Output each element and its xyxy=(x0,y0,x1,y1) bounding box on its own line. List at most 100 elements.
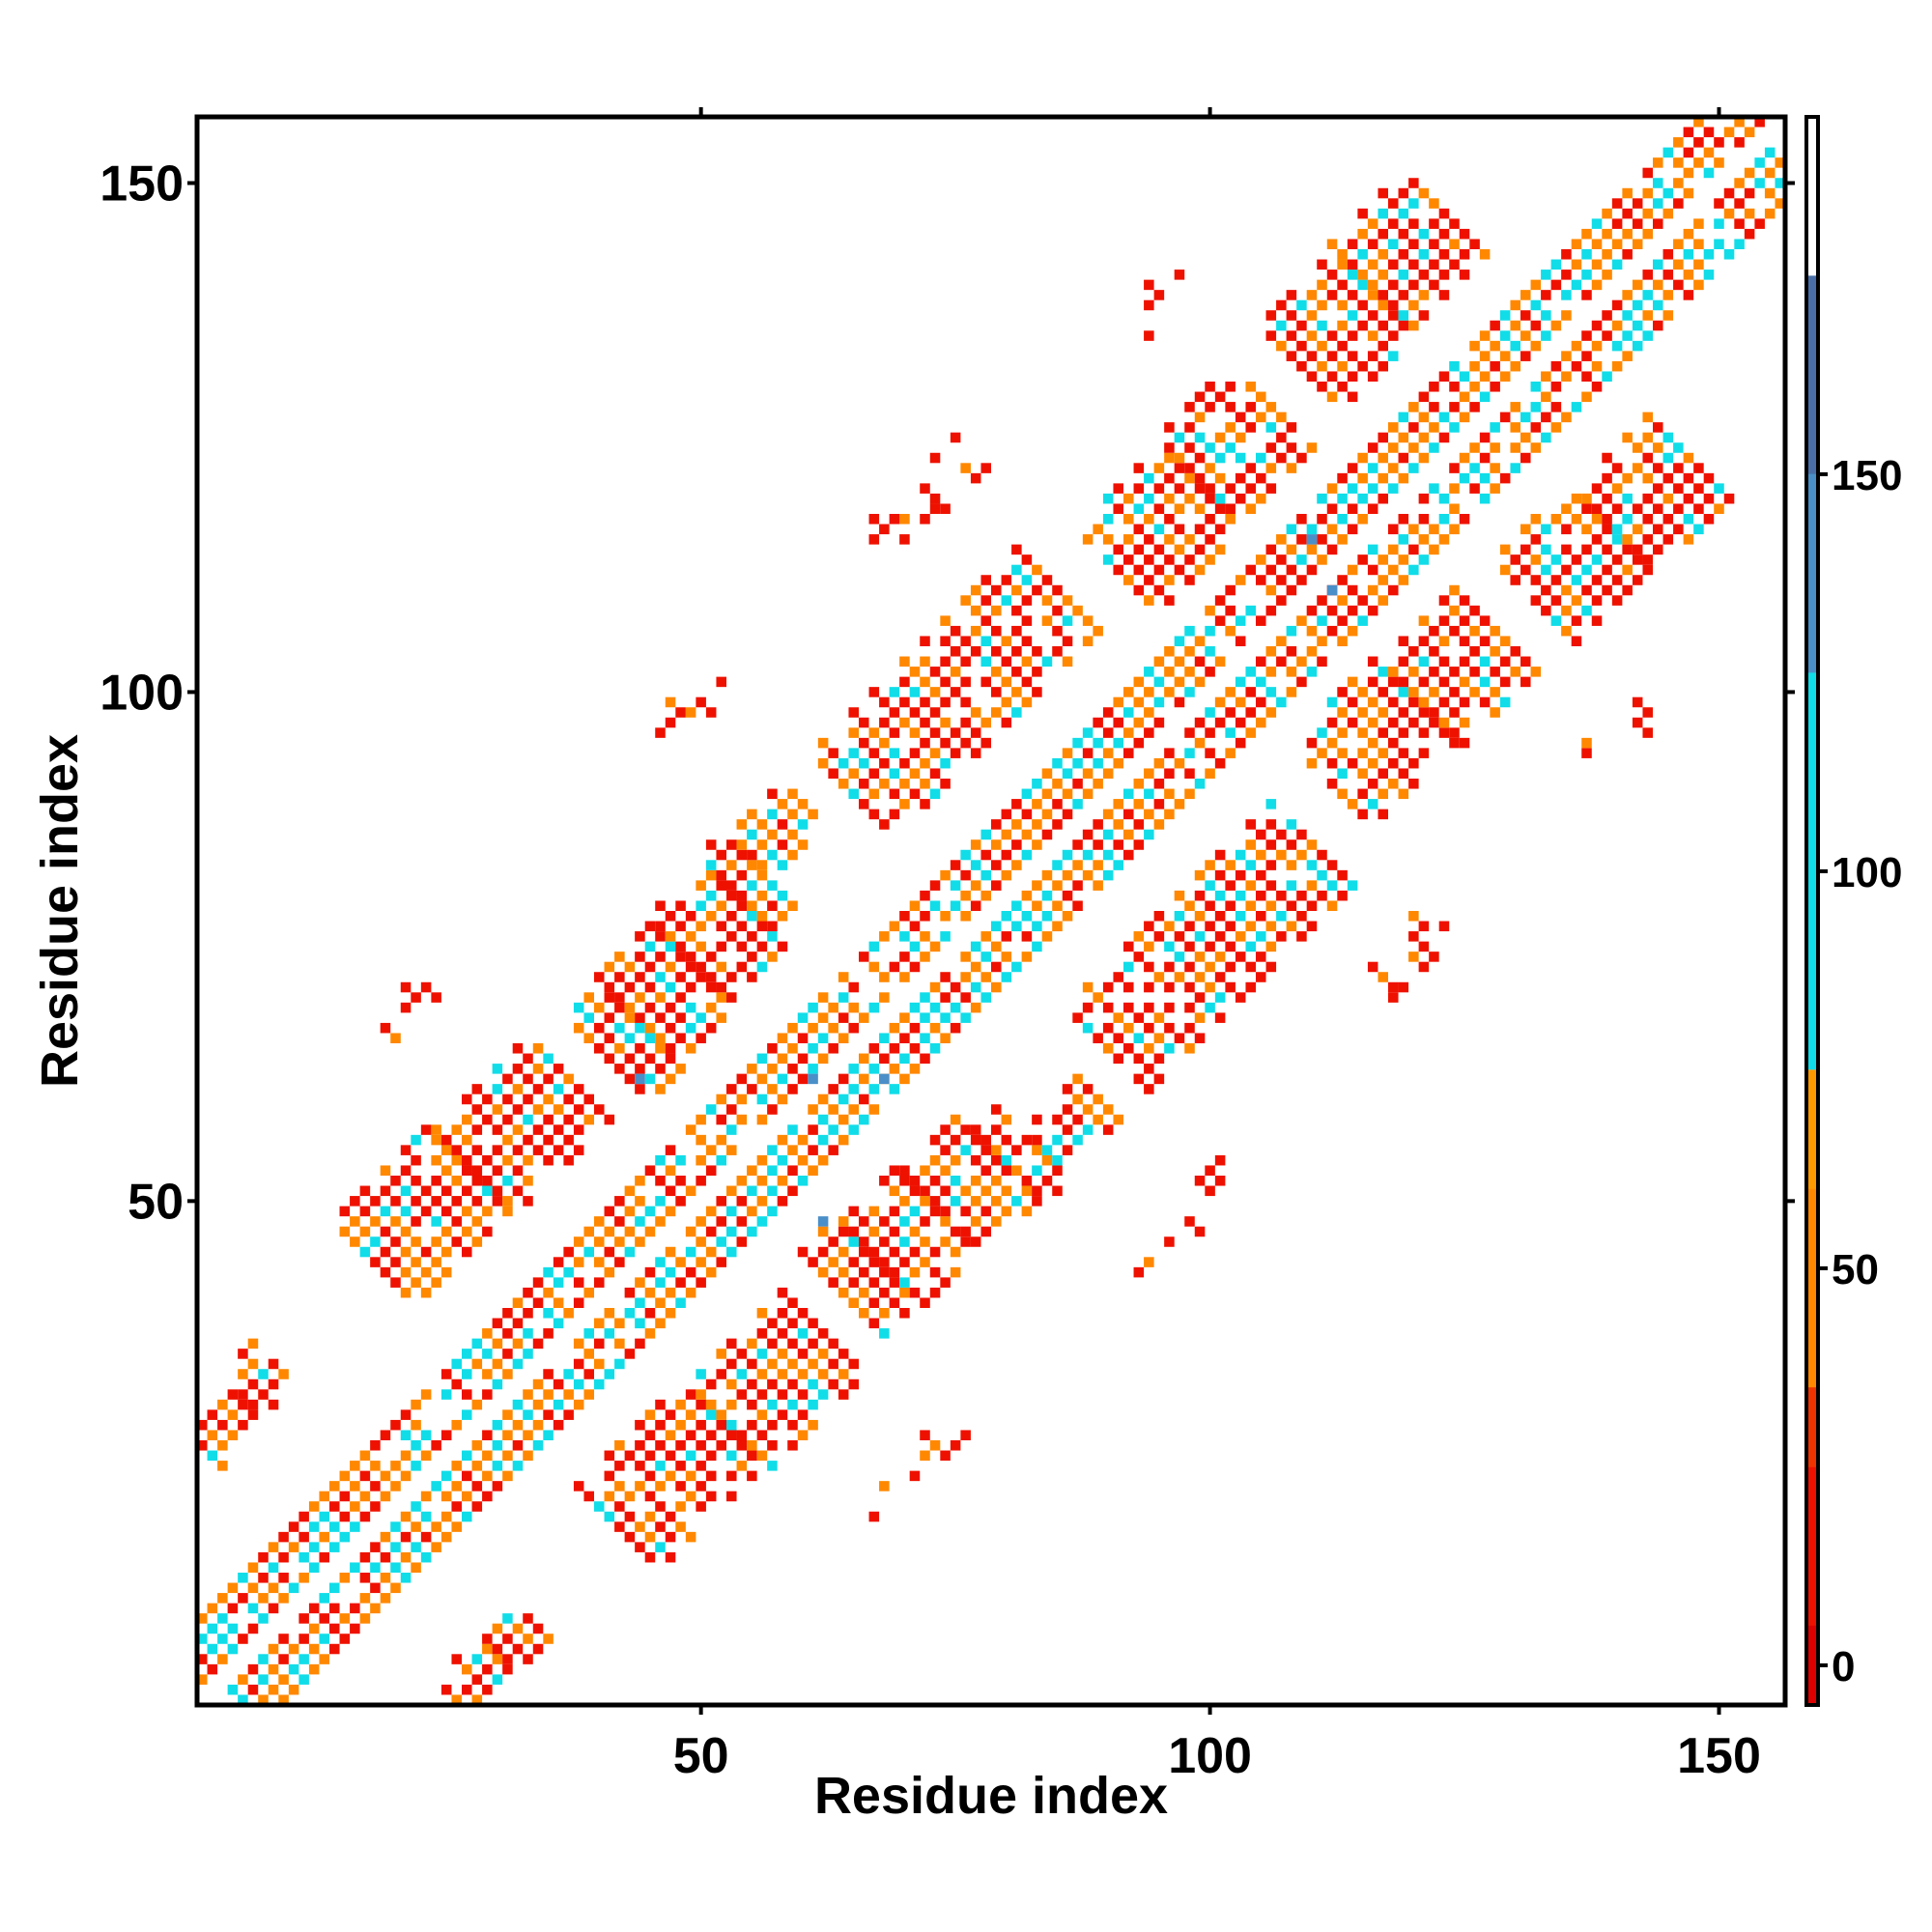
heatmap-cell xyxy=(879,1033,890,1043)
heatmap-cell xyxy=(1499,544,1511,555)
heatmap-cell xyxy=(1286,819,1297,830)
heatmap-cell xyxy=(400,1185,412,1197)
heatmap-cell xyxy=(431,1176,441,1186)
heatmap-cell xyxy=(747,1064,757,1074)
heatmap-cell xyxy=(756,1349,768,1359)
heatmap-cell xyxy=(848,768,859,779)
heatmap-cell xyxy=(1337,869,1348,881)
heatmap-cell xyxy=(828,748,838,758)
heatmap-cell xyxy=(1561,584,1572,596)
heatmap-cell xyxy=(817,1154,829,1166)
heatmap-cell xyxy=(1449,360,1460,372)
heatmap-cell xyxy=(1602,249,1612,260)
heatmap-cell xyxy=(817,1369,829,1379)
heatmap-cell xyxy=(1113,737,1123,749)
heatmap-cell xyxy=(492,1481,503,1492)
heatmap-cell xyxy=(1164,554,1175,565)
heatmap-cell xyxy=(573,1399,584,1410)
heatmap-cell xyxy=(1032,941,1042,952)
heatmap-cell xyxy=(1530,514,1542,525)
heatmap-cell xyxy=(594,1216,605,1227)
heatmap-cell xyxy=(1326,503,1338,514)
heatmap-cell xyxy=(960,1430,971,1440)
heatmap-cell xyxy=(1021,636,1033,646)
heatmap-cell xyxy=(1418,534,1430,545)
heatmap-cell xyxy=(247,1338,259,1350)
heatmap-cell xyxy=(868,1246,880,1258)
heatmap-cell xyxy=(848,748,859,758)
heatmap-cell xyxy=(543,1409,554,1420)
heatmap-cell xyxy=(1520,351,1531,361)
heatmap-cell xyxy=(1062,911,1073,922)
heatmap-cell xyxy=(604,1053,615,1065)
heatmap-cell xyxy=(838,1073,849,1085)
heatmap-cell xyxy=(1235,636,1246,646)
heatmap-cell xyxy=(1703,493,1715,504)
heatmap-cell xyxy=(726,1430,737,1440)
heatmap-cell xyxy=(1388,218,1399,229)
heatmap-cell xyxy=(756,1450,768,1462)
heatmap-cell xyxy=(1683,514,1694,525)
heatmap-cell xyxy=(370,1236,381,1247)
heatmap-cell xyxy=(838,1226,849,1237)
heatmap-cell xyxy=(696,1012,706,1023)
heatmap-cell xyxy=(1367,757,1378,769)
heatmap-cell xyxy=(471,1196,483,1207)
heatmap-cell xyxy=(502,1206,513,1217)
heatmap-cell xyxy=(716,1134,726,1146)
heatmap-cell xyxy=(929,981,941,993)
heatmap-cell xyxy=(909,961,921,973)
heatmap-cell xyxy=(696,1216,706,1227)
heatmap-cell xyxy=(675,992,686,1003)
heatmap-cell xyxy=(756,1176,768,1186)
heatmap-cell xyxy=(512,1399,524,1410)
heatmap-cell xyxy=(512,1043,524,1054)
heatmap-cell xyxy=(1449,218,1460,229)
heatmap-cell xyxy=(1499,656,1511,668)
heatmap-cell xyxy=(1693,524,1704,535)
heatmap-cell xyxy=(644,1328,656,1339)
heatmap-cell xyxy=(1032,779,1042,789)
heatmap-cell xyxy=(1256,472,1266,484)
heatmap-cell xyxy=(380,1206,391,1217)
heatmap-cell xyxy=(1367,676,1378,688)
heatmap-cell xyxy=(909,1064,921,1074)
heatmap-cell xyxy=(329,1521,340,1532)
heatmap-cell xyxy=(614,952,625,962)
heatmap-cell xyxy=(1408,320,1419,331)
heatmap-cell xyxy=(787,900,798,911)
heatmap-cell xyxy=(1357,452,1368,464)
heatmap-cell xyxy=(777,1369,788,1379)
heatmap-cell xyxy=(899,1287,910,1298)
heatmap-cell xyxy=(1113,483,1123,494)
heatmap-cell xyxy=(848,1124,859,1135)
heatmap-cell xyxy=(1429,198,1439,209)
heatmap-cell xyxy=(1693,218,1704,229)
heatmap-cell xyxy=(1306,900,1318,911)
heatmap-cell xyxy=(1072,737,1083,749)
heatmap-cell xyxy=(1265,442,1277,453)
heatmap-cell xyxy=(614,1481,625,1492)
heatmap-cell xyxy=(1398,687,1409,697)
heatmap-cell xyxy=(1520,290,1531,300)
heatmap-cell xyxy=(777,1094,788,1105)
heatmap-cell xyxy=(1398,727,1409,738)
heatmap-cell xyxy=(848,727,859,738)
heatmap-cell xyxy=(950,727,961,738)
heatmap-cell xyxy=(207,1430,218,1440)
heatmap-cell xyxy=(339,1634,351,1644)
heatmap-cell xyxy=(716,900,726,911)
heatmap-cell xyxy=(1510,667,1520,677)
heatmap-cell xyxy=(1184,1216,1195,1227)
heatmap-cell xyxy=(411,1419,421,1431)
heatmap-cell xyxy=(1225,605,1236,616)
heatmap-cell xyxy=(1245,981,1256,993)
heatmap-cell xyxy=(1041,615,1053,626)
heatmap-cell xyxy=(1021,575,1033,585)
heatmap-cell xyxy=(1429,218,1439,229)
heatmap-cell xyxy=(298,1573,309,1583)
heatmap-cell xyxy=(431,1154,441,1166)
heatmap-cell xyxy=(787,1399,798,1410)
heatmap-cell xyxy=(440,1470,452,1482)
heatmap-cell xyxy=(950,880,961,891)
